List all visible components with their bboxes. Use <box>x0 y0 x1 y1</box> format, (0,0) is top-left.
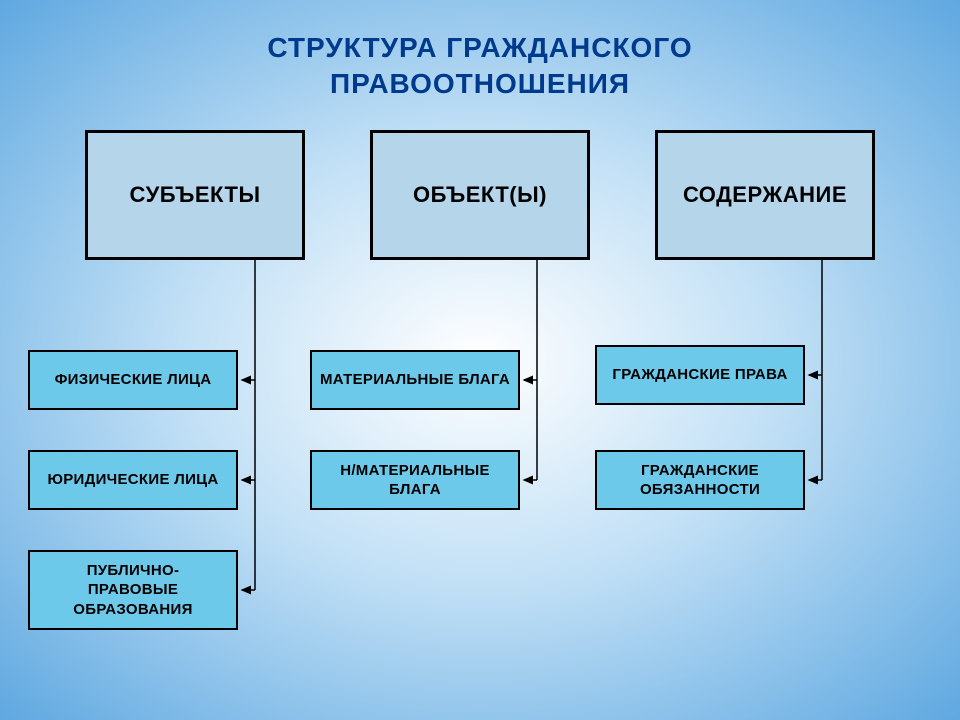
title-line-2: ПРАВООТНОШЕНИЯ <box>330 68 630 99</box>
sub-label: ЮРИДИЧЕСКИЕ ЛИЦА <box>47 470 218 490</box>
sub-label: Н/МАТЕРИАЛЬНЫЕ БЛАГА <box>316 461 514 500</box>
sub-label: ГРАЖДАНСКИЕ ОБЯЗАННОСТИ <box>601 461 799 500</box>
sub-box-immaterial-goods: Н/МАТЕРИАЛЬНЫЕ БЛАГА <box>310 450 520 510</box>
main-label: СУБЪЕКТЫ <box>129 182 260 208</box>
main-box-content: СОДЕРЖАНИЕ <box>655 130 875 260</box>
sub-box-individuals: ФИЗИЧЕСКИЕ ЛИЦА <box>28 350 238 410</box>
sub-box-civil-rights: ГРАЖДАНСКИЕ ПРАВА <box>595 345 805 405</box>
sub-box-legal-entities: ЮРИДИЧЕСКИЕ ЛИЦА <box>28 450 238 510</box>
sub-box-civil-duties: ГРАЖДАНСКИЕ ОБЯЗАННОСТИ <box>595 450 805 510</box>
main-label: ОБЪЕКТ(Ы) <box>413 182 547 208</box>
main-label: СОДЕРЖАНИЕ <box>683 182 847 208</box>
sub-label: ФИЗИЧЕСКИЕ ЛИЦА <box>55 370 212 390</box>
main-box-subjects: СУБЪЕКТЫ <box>85 130 305 260</box>
sub-box-public-entities: ПУБЛИЧНО-ПРАВОВЫЕ ОБРАЗОВАНИЯ <box>28 550 238 630</box>
page-title: СТРУКТУРА ГРАЖДАНСКОГО ПРАВООТНОШЕНИЯ <box>0 30 960 103</box>
title-line-1: СТРУКТУРА ГРАЖДАНСКОГО <box>267 32 692 63</box>
sub-label: ПУБЛИЧНО-ПРАВОВЫЕ ОБРАЗОВАНИЯ <box>34 561 232 620</box>
main-box-objects: ОБЪЕКТ(Ы) <box>370 130 590 260</box>
sub-label: ГРАЖДАНСКИЕ ПРАВА <box>612 365 787 385</box>
sub-label: МАТЕРИАЛЬНЫЕ БЛАГА <box>320 370 510 390</box>
sub-box-material-goods: МАТЕРИАЛЬНЫЕ БЛАГА <box>310 350 520 410</box>
